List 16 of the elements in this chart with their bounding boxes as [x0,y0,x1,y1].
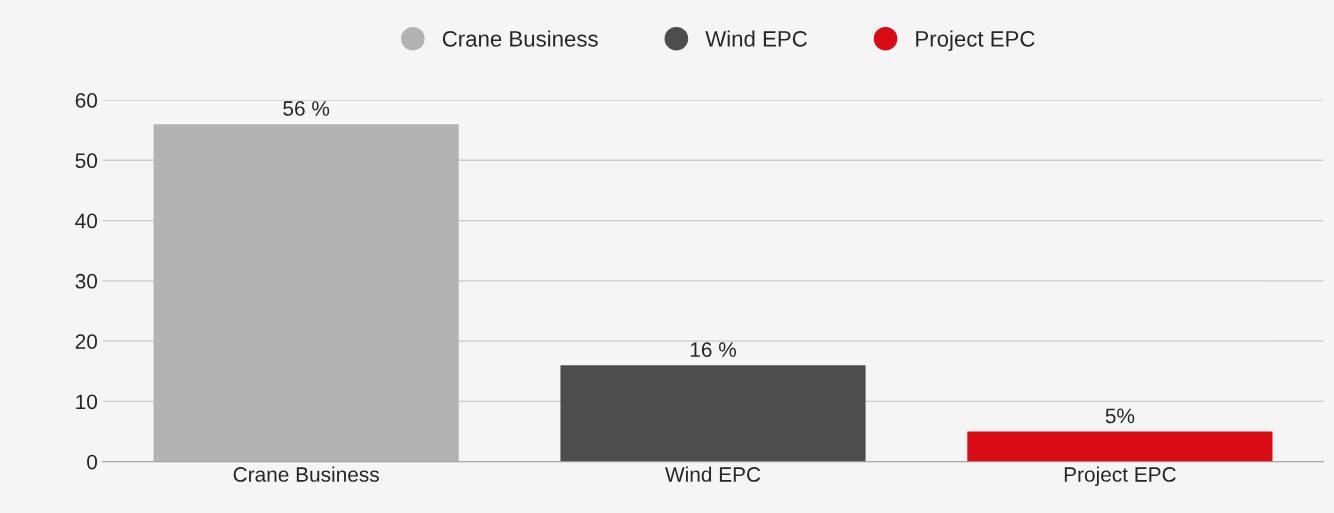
x-tick-label: Crane Business [233,466,379,482]
data-label: 5% [1105,408,1135,424]
data-label: 16 % [690,342,737,357]
y-tick-label: 20 [75,334,98,349]
y-tick-label: 60 [75,93,98,108]
y-tick-label: 10 [76,394,98,410]
y-tick-label: 30 [75,273,98,289]
x-tick-label: Project EPC [1064,466,1176,486]
data-label: 56 % [283,101,330,116]
legend-label: Project EPC [916,30,1035,52]
legend-label: Wind EPC [705,30,807,47]
legend-label: Crane Business [442,30,598,47]
x-tick-label: Wind EPC [665,466,761,482]
y-tick-label: 0 [87,454,98,470]
y-tick-label: 40 [75,213,98,229]
y-tick-label: 50 [75,153,98,169]
